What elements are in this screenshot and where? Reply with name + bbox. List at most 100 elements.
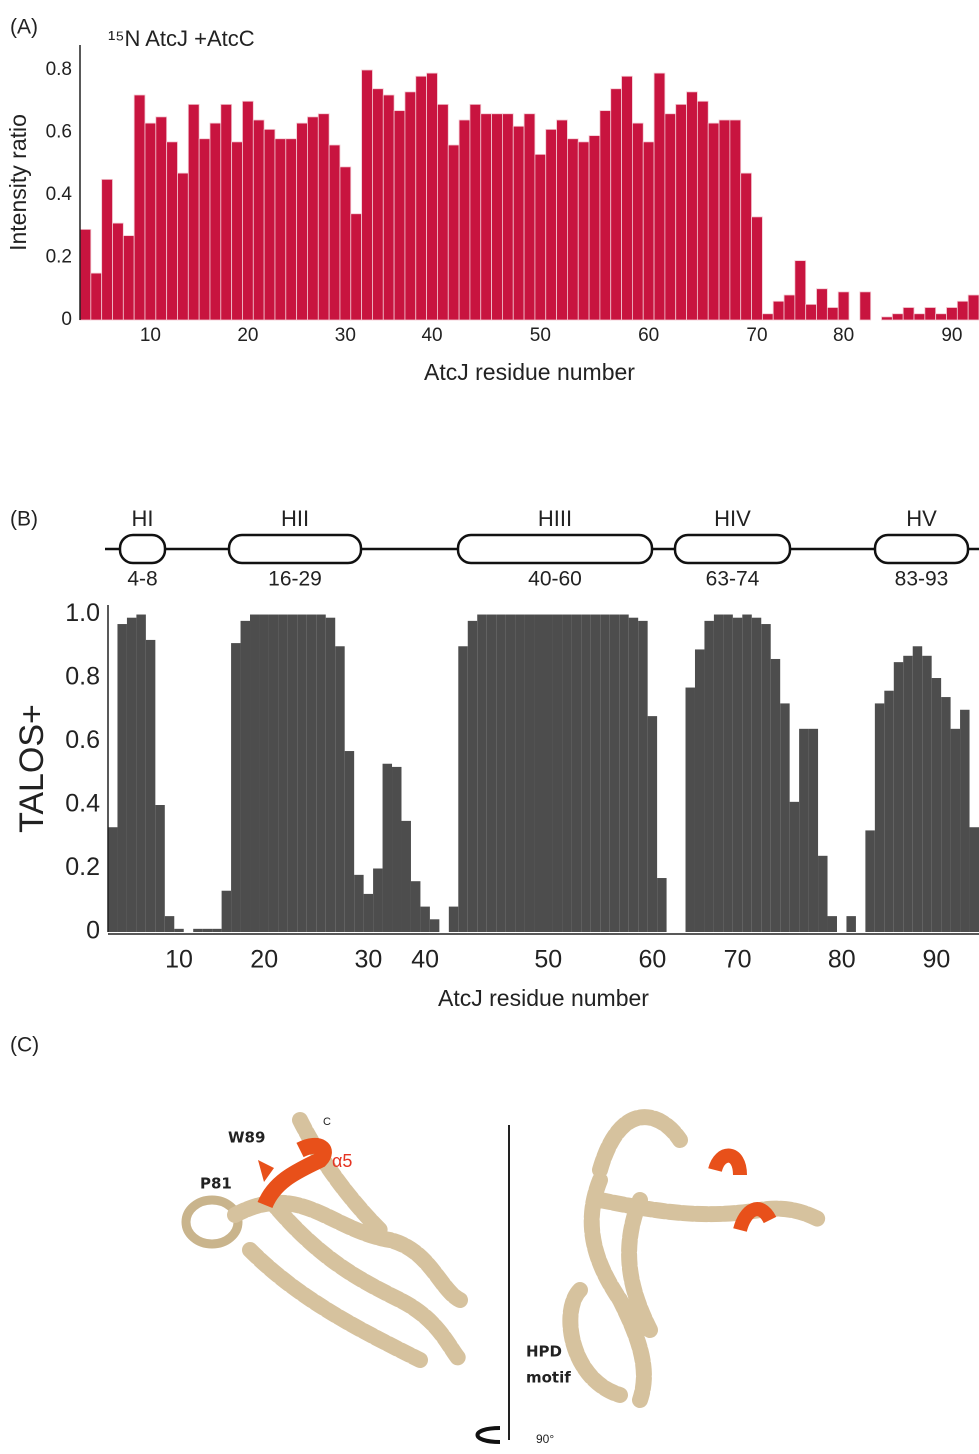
y-tick-label: 0.6	[46, 122, 72, 143]
bar	[643, 142, 654, 320]
helix-box	[229, 535, 361, 563]
bar	[203, 929, 212, 932]
bar	[427, 73, 438, 320]
bar	[459, 120, 470, 320]
x-tick-label: 40	[421, 325, 442, 346]
x-axis-label: AtcJ residue number	[438, 985, 649, 1011]
bar	[818, 856, 827, 932]
bar	[894, 662, 903, 932]
bar	[581, 615, 590, 932]
bar	[297, 615, 306, 932]
bar	[723, 615, 732, 932]
bar	[127, 618, 136, 932]
bar	[654, 73, 665, 320]
bar	[123, 236, 134, 320]
bar	[326, 618, 335, 932]
x-axis-label: AtcJ residue number	[424, 359, 635, 385]
bar	[562, 615, 571, 932]
bar	[795, 261, 806, 320]
bar	[611, 89, 622, 320]
bar	[156, 117, 167, 320]
bar	[806, 304, 817, 320]
x-tick-label: 10	[165, 946, 193, 974]
bar	[622, 76, 633, 320]
x-tick-label: 30	[335, 325, 356, 346]
bar	[468, 621, 477, 932]
bar	[733, 618, 742, 932]
helix-coil	[186, 1200, 238, 1244]
bar	[318, 114, 329, 320]
bar	[610, 615, 619, 932]
helix-a5	[265, 1146, 324, 1205]
bar	[506, 615, 515, 932]
bar	[600, 111, 611, 320]
bar	[383, 764, 392, 932]
bar	[780, 703, 789, 932]
bar	[136, 615, 145, 932]
y-tick-label: 0.4	[46, 184, 73, 205]
bar	[155, 805, 164, 932]
bar	[372, 89, 383, 320]
bar	[269, 615, 278, 932]
bar	[567, 139, 578, 320]
x-tick-label: 20	[250, 946, 278, 974]
bar	[458, 646, 467, 932]
bar	[730, 120, 741, 320]
bar	[525, 615, 534, 932]
helix-name: HIII	[538, 506, 572, 531]
bar	[307, 117, 318, 320]
structure-label: α5	[332, 1151, 352, 1171]
bar	[210, 123, 221, 320]
bar	[492, 114, 503, 320]
y-tick-label: 0.8	[46, 59, 72, 80]
bar	[167, 142, 178, 320]
y-tick-label: 0	[86, 917, 100, 945]
figure: (A) (B) (C) W89 P81 α5 C 90° HPD motif 1…	[0, 0, 979, 1454]
bar	[761, 624, 770, 932]
bar	[941, 697, 950, 932]
bar	[951, 729, 960, 932]
bar	[524, 114, 535, 320]
helix-range: 40-60	[528, 568, 582, 591]
x-tick-label: 70	[724, 946, 752, 974]
helix-range: 4-8	[127, 568, 157, 591]
bar	[199, 139, 210, 320]
bar	[947, 308, 958, 321]
panel-label: (C)	[10, 1034, 39, 1057]
x-tick-label: 50	[534, 946, 562, 974]
bar	[629, 618, 638, 932]
bar	[420, 907, 429, 932]
panel-label: (B)	[10, 508, 38, 531]
bar	[496, 615, 505, 932]
x-tick-label: 50	[530, 325, 551, 346]
y-tick-label: 0.8	[65, 663, 100, 691]
bar	[557, 120, 568, 320]
x-tick-label: 80	[833, 325, 854, 346]
bar	[809, 729, 818, 932]
bar	[960, 710, 969, 932]
bar	[102, 179, 113, 320]
rotation-arrow	[478, 1428, 501, 1442]
bar	[648, 716, 657, 932]
bar	[884, 691, 893, 932]
bar	[708, 123, 719, 320]
bar	[827, 308, 838, 321]
y-tick-label: 0.2	[65, 853, 100, 881]
bar	[470, 104, 481, 320]
bar	[600, 615, 609, 932]
x-tick-label: 90	[922, 946, 950, 974]
bar	[362, 70, 373, 320]
bar	[578, 142, 589, 320]
x-tick-label: 70	[746, 325, 767, 346]
helix-box	[458, 535, 652, 563]
bar	[411, 881, 420, 932]
y-tick-label: 0.2	[46, 247, 72, 268]
bar	[799, 729, 808, 932]
bar	[345, 751, 354, 932]
bar	[838, 292, 849, 320]
bar	[936, 314, 947, 320]
structure-right	[570, 1117, 820, 1400]
bar	[448, 145, 459, 320]
bar	[502, 114, 513, 320]
bar	[535, 154, 546, 320]
